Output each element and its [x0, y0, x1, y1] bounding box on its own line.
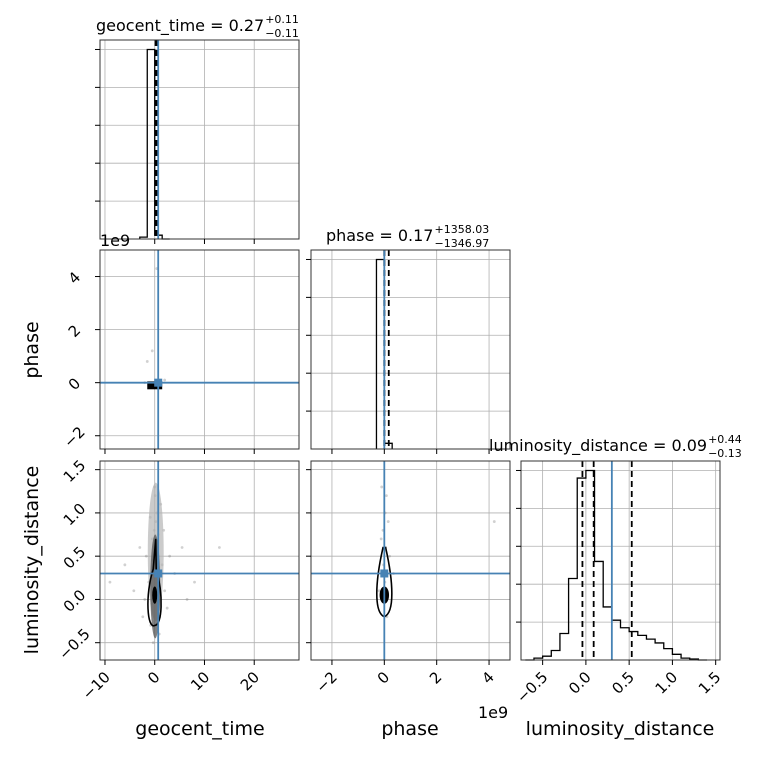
sample-point	[144, 554, 148, 558]
title-geocent-time-minus: −0.11	[265, 27, 299, 40]
truth-marker	[380, 569, 389, 578]
y-tick-label: −2	[60, 423, 88, 451]
sample-point	[123, 563, 127, 567]
x-tick-label: 0.5	[608, 668, 638, 698]
sample-point	[218, 546, 221, 549]
y-axis-label-luminosity-distance: luminosity_distance	[21, 466, 43, 655]
panel-frame	[310, 460, 511, 661]
x-tick-label: 0	[144, 668, 163, 687]
x-tick-label: 10	[187, 668, 213, 694]
grid-layer	[100, 40, 720, 660]
sample-point	[385, 494, 388, 498]
title-phase-plus: +1358.03	[434, 223, 489, 236]
panel-frame	[520, 460, 721, 661]
sample-point	[138, 546, 142, 549]
sample-point	[380, 485, 384, 489]
x-tick-label: 20	[237, 668, 263, 694]
sample-point	[108, 580, 112, 584]
sample-point	[150, 349, 154, 353]
sample-point	[145, 360, 149, 363]
x-tick-label: 1.0	[652, 668, 682, 698]
y-tick-label: −0.5	[55, 625, 93, 663]
y-tick-label: 0.5	[60, 543, 90, 573]
sample-point	[388, 554, 391, 558]
x-tick-label: −2	[312, 668, 340, 696]
y-axis-label-phase: phase	[21, 321, 43, 378]
density-core	[152, 586, 158, 604]
sample-point	[386, 520, 390, 523]
x-axis-label-geocent-time: geocent_time	[135, 718, 264, 740]
title-luminosity-distance-minus: −0.13	[708, 447, 742, 460]
sample-point	[193, 580, 196, 584]
title-phase-minus: −1346.97	[434, 237, 489, 250]
histogram-luminosity_distance	[525, 469, 708, 661]
x-tick-label: −0.5	[513, 668, 551, 706]
x-tick-label: 1.5	[695, 668, 725, 698]
sample-point	[379, 537, 383, 541]
sample-point	[151, 641, 155, 645]
panel-frame	[310, 249, 511, 450]
sample-point	[377, 589, 381, 593]
truth-marker	[154, 569, 163, 578]
panel-frame	[99, 39, 300, 240]
title-geocent-time-plus: +0.11	[265, 13, 299, 26]
sample-point	[141, 615, 145, 619]
data-layer	[100, 40, 708, 661]
panel-frame	[99, 249, 300, 450]
y-tick-label: 1.5	[60, 456, 90, 486]
x-tick-label: −10	[79, 668, 114, 703]
offset-text-phase-y: 1e9	[100, 231, 130, 250]
y-tick-label: 2	[65, 321, 84, 340]
panel-frame	[99, 460, 300, 661]
histogram-geocent_time	[139, 48, 170, 240]
x-axis-label-luminosity-distance: luminosity_distance	[526, 718, 715, 740]
title-luminosity-distance-plus: +0.44	[708, 433, 742, 446]
sample-point	[163, 589, 167, 593]
title-luminosity-distance: luminosity_distance = 0.09	[489, 436, 707, 456]
sample-point	[492, 520, 496, 523]
x-tick-label: 4	[478, 668, 497, 687]
x-tick-label: 0	[374, 668, 393, 687]
sample-point	[132, 589, 136, 593]
x-tick-label: 2	[426, 668, 445, 687]
y-tick-label: 4	[65, 268, 84, 287]
y-tick-label: 0.0	[60, 586, 90, 616]
x-tick-label: 0.0	[565, 668, 595, 698]
title-phase: phase = 0.17	[326, 226, 433, 245]
sample-point	[185, 598, 189, 601]
sample-point	[180, 546, 184, 549]
sample-point	[165, 606, 169, 610]
x-axis-label-phase: phase	[381, 718, 438, 740]
frame-layer	[99, 39, 721, 661]
sample-point	[168, 554, 172, 558]
y-tick-label: 1.0	[60, 500, 90, 530]
sample-point	[143, 598, 147, 601]
offset-text-phase-x: 1e9	[478, 703, 508, 722]
y-tick-label: 0	[65, 374, 84, 393]
sample-point	[163, 378, 167, 382]
truth-marker	[154, 378, 163, 387]
title-geocent-time: geocent_time = 0.27	[96, 16, 264, 36]
